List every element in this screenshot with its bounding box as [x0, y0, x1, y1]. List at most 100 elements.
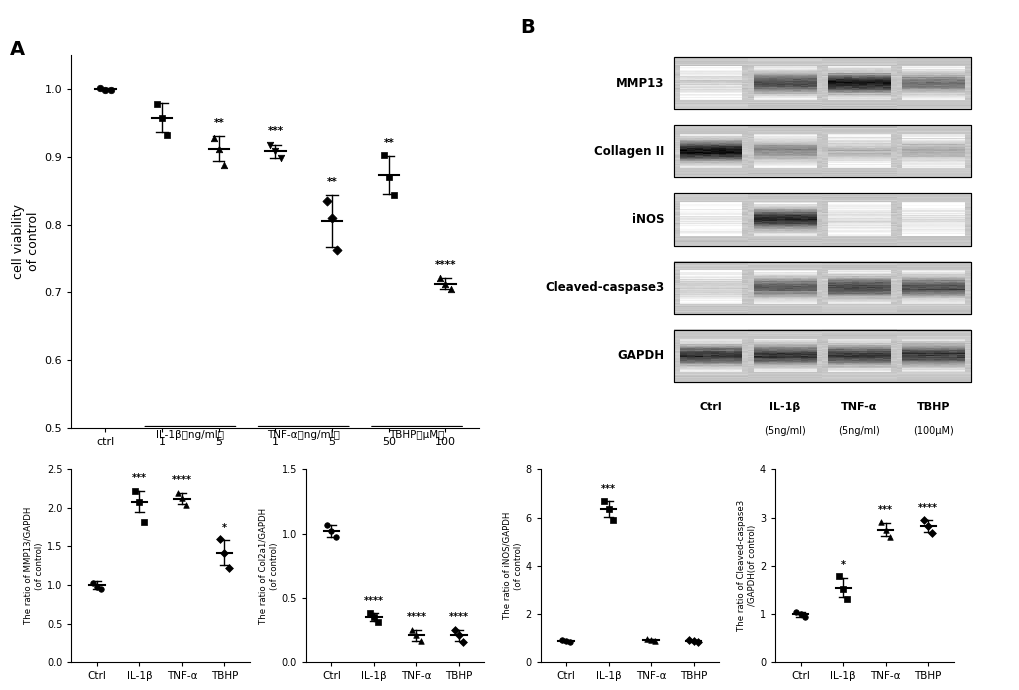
- Bar: [761, 362, 769, 364]
- Bar: [695, 153, 703, 155]
- Bar: [956, 300, 964, 301]
- Bar: [695, 79, 703, 81]
- Bar: [673, 233, 747, 234]
- Bar: [673, 278, 747, 279]
- Bar: [821, 299, 896, 300]
- Bar: [785, 359, 793, 361]
- Bar: [932, 224, 941, 225]
- Bar: [702, 148, 710, 149]
- Text: (5ng/ml): (5ng/ml): [763, 426, 805, 435]
- Bar: [687, 371, 695, 372]
- Bar: [836, 68, 844, 69]
- Bar: [747, 353, 821, 355]
- Bar: [827, 354, 836, 355]
- Bar: [881, 350, 891, 351]
- Bar: [695, 285, 703, 286]
- Bar: [776, 355, 785, 356]
- Bar: [702, 282, 710, 283]
- Bar: [747, 76, 821, 77]
- Bar: [941, 277, 949, 279]
- Bar: [956, 91, 964, 92]
- Bar: [925, 340, 933, 341]
- Bar: [702, 352, 710, 353]
- Bar: [761, 146, 769, 147]
- Bar: [808, 365, 816, 366]
- Bar: [800, 68, 808, 69]
- Bar: [932, 301, 941, 302]
- Bar: [866, 347, 874, 348]
- Bar: [851, 164, 859, 165]
- Bar: [896, 215, 970, 217]
- Bar: [917, 158, 925, 159]
- Bar: [881, 96, 891, 97]
- Bar: [710, 211, 718, 213]
- Bar: [717, 148, 727, 149]
- Bar: [808, 83, 816, 85]
- Point: [432, 273, 448, 284]
- Bar: [909, 85, 918, 86]
- Bar: [956, 140, 964, 141]
- Bar: [836, 75, 844, 76]
- Bar: [925, 283, 933, 284]
- Bar: [808, 87, 816, 88]
- Bar: [925, 166, 933, 167]
- Bar: [821, 156, 896, 158]
- Bar: [851, 140, 859, 141]
- Bar: [785, 220, 793, 221]
- Bar: [836, 211, 844, 213]
- Bar: [851, 227, 859, 228]
- Bar: [776, 217, 785, 218]
- Bar: [836, 288, 844, 289]
- Bar: [932, 156, 941, 157]
- Bar: [851, 73, 859, 74]
- Bar: [808, 303, 816, 304]
- Bar: [702, 87, 710, 88]
- Bar: [687, 227, 695, 228]
- Bar: [866, 163, 874, 164]
- Bar: [821, 101, 896, 104]
- Point: [375, 150, 391, 161]
- Bar: [747, 197, 821, 199]
- Bar: [734, 71, 742, 72]
- Bar: [717, 67, 727, 68]
- Bar: [687, 359, 695, 360]
- Bar: [734, 208, 742, 209]
- Bar: [902, 224, 910, 225]
- Bar: [753, 92, 761, 93]
- Bar: [792, 217, 800, 218]
- Bar: [687, 149, 695, 150]
- Bar: [687, 81, 695, 82]
- Bar: [925, 292, 933, 293]
- Bar: [761, 222, 769, 223]
- Bar: [843, 74, 851, 75]
- Bar: [902, 367, 910, 368]
- Bar: [695, 291, 703, 292]
- Bar: [866, 298, 874, 299]
- Bar: [753, 370, 761, 371]
- Bar: [717, 77, 727, 79]
- Bar: [761, 94, 769, 95]
- Bar: [949, 293, 957, 294]
- Bar: [941, 294, 949, 295]
- Bar: [896, 373, 970, 374]
- Bar: [702, 355, 710, 356]
- Bar: [941, 88, 949, 89]
- Bar: [717, 344, 727, 345]
- Bar: [687, 202, 695, 204]
- Bar: [687, 273, 695, 274]
- Bar: [932, 366, 941, 367]
- Bar: [717, 83, 727, 84]
- Bar: [851, 341, 859, 342]
- Bar: [949, 367, 957, 368]
- Bar: [747, 72, 821, 74]
- Bar: [956, 365, 964, 366]
- Bar: [909, 167, 918, 168]
- Bar: [726, 85, 734, 86]
- Bar: [925, 274, 933, 275]
- Bar: [785, 222, 793, 224]
- Bar: [941, 352, 949, 353]
- Bar: [679, 298, 687, 299]
- Bar: [956, 164, 964, 166]
- Bar: [687, 142, 695, 143]
- Bar: [821, 287, 896, 288]
